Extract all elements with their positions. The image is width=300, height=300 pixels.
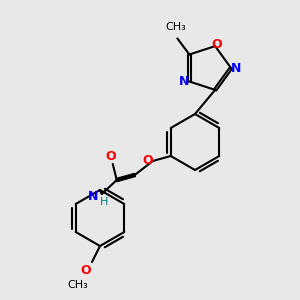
Text: O: O: [81, 263, 91, 277]
Text: H: H: [100, 197, 108, 207]
Text: O: O: [212, 38, 222, 51]
Text: CH₃: CH₃: [165, 22, 186, 32]
Text: O: O: [142, 154, 153, 166]
Text: N: N: [179, 75, 190, 88]
Text: N: N: [88, 190, 98, 203]
Text: N: N: [231, 61, 241, 74]
Text: O: O: [105, 149, 116, 163]
Text: CH₃: CH₃: [68, 280, 88, 290]
